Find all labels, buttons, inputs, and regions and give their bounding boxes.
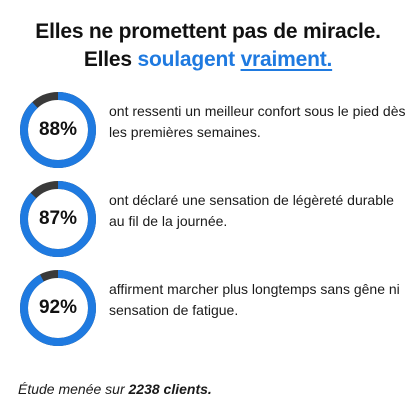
stat-row-3: 92% affirment marcher plus longtemps san… [0,268,416,348]
footnote: Étude menée sur 2238 clients. [18,381,212,397]
headline-line-1: Elles ne promettent pas de miracle. [35,20,381,43]
headline-accent: soulagent [137,48,236,71]
progress-ring-icon [20,92,96,168]
stat-ring: 87% [18,179,98,259]
stat-row-1: 88% ont ressenti un meilleur confort sou… [0,90,416,170]
headline: Elles ne promettent pas de miracle. Elle… [0,18,416,74]
stat-description: affirment marcher plus longtemps sans gê… [109,281,400,318]
footnote-bold: 2238 clients. [128,381,212,397]
stat-row-2: 87% ont déclaré une sensation de légèret… [0,179,416,259]
stat-percent: 88% [38,119,78,140]
headline-prefix: Elles [83,48,138,71]
headline-underlined: vraiment. [240,48,333,71]
stat-percent: 92% [38,297,78,318]
headline-line-2: Elles soulagent vraiment. [0,46,416,74]
ring-fill [20,181,96,257]
ring-fill [20,270,96,346]
stat-ring: 88% [18,90,98,170]
footnote-prefix: Étude menée sur [18,381,129,397]
stat-percent: 87% [38,208,78,229]
stat-description: ont ressenti un meilleur confort sous le… [109,103,406,140]
progress-ring-icon [20,181,96,257]
progress-ring-icon [20,270,96,346]
ring-fill [20,92,96,168]
stat-description: ont déclaré une sensation de légèreté du… [109,192,394,229]
stat-ring: 92% [18,268,98,348]
